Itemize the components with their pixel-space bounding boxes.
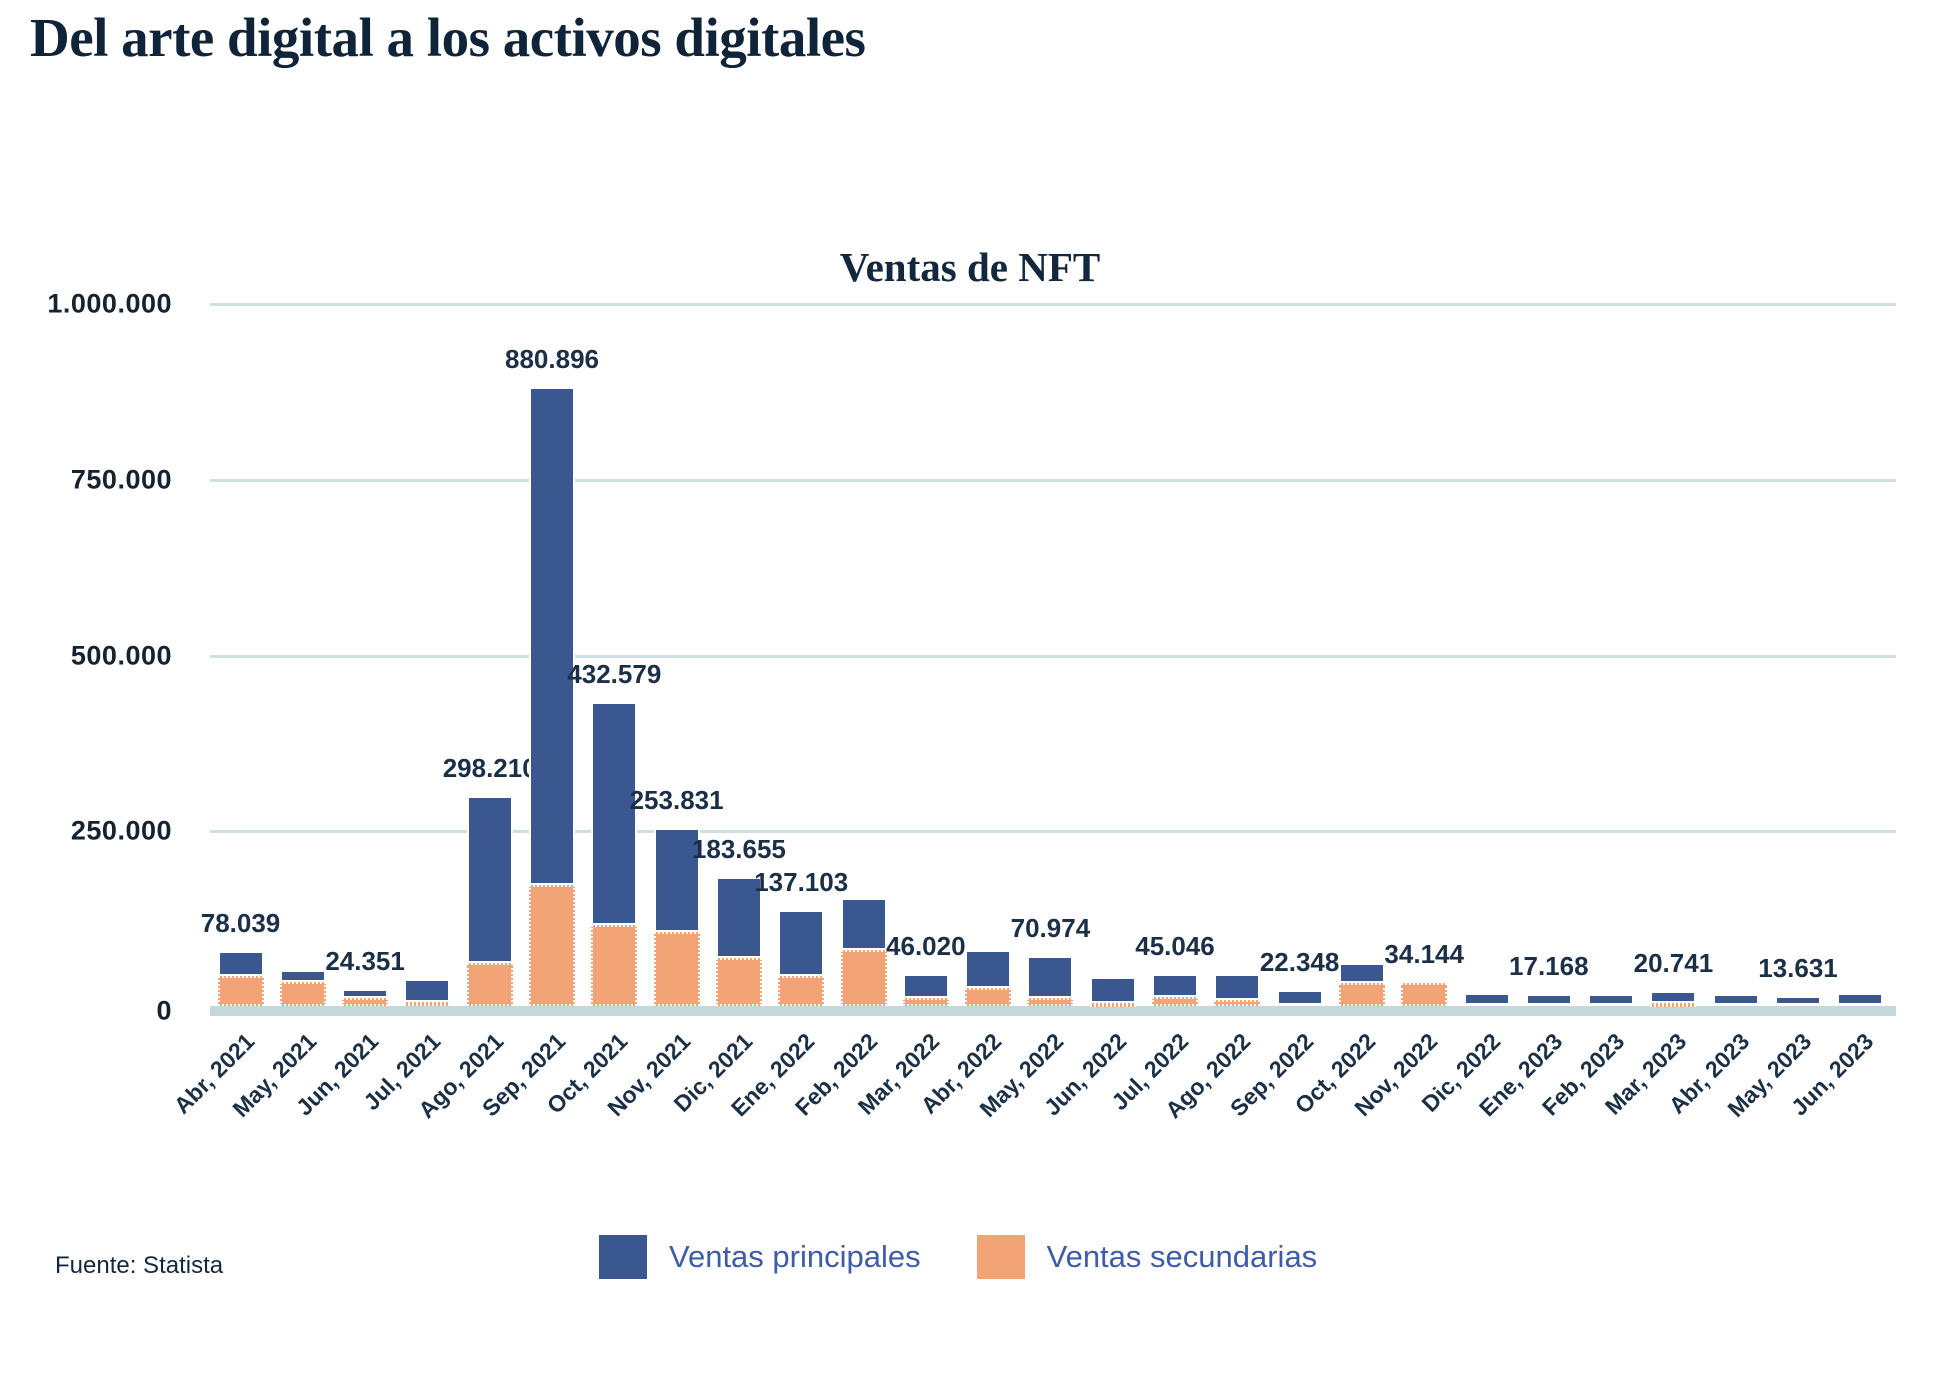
- bar-segment-ventas-secundarias: [342, 997, 389, 1006]
- bar-value-label: 17.168: [1509, 950, 1589, 981]
- bar-value-label: 22.348: [1259, 947, 1340, 978]
- gridline: [210, 830, 1896, 833]
- bar-segment-ventas-principales: [840, 898, 887, 950]
- bar-segment-ventas-secundarias: [1650, 1003, 1697, 1008]
- bar-segment-ventas-principales: [1712, 994, 1759, 1006]
- bar-value-label: 34.144: [1384, 938, 1464, 969]
- legend-item-ventas-secundarias: Ventas secundarias: [976, 1235, 1318, 1279]
- y-axis-tick-label: 0: [156, 995, 172, 1026]
- legend-label-principales: Ventas principales: [669, 1239, 921, 1274]
- y-axis-tick-label: 250.000: [70, 815, 172, 846]
- chart-title: Ventas de NFT: [839, 244, 1101, 290]
- legend-item-ventas-principales: Ventas principales: [599, 1235, 921, 1279]
- bar-segment-ventas-secundarias: [965, 987, 1012, 1006]
- y-axis-tick-label: 1.000.000: [47, 288, 172, 319]
- bar-value-label: 24.351: [325, 945, 405, 976]
- legend: Ventas principales Ventas secundarias: [599, 1235, 1317, 1279]
- bar-value-label: 880.896: [505, 343, 599, 374]
- gridline: [210, 303, 1896, 306]
- bar-segment-ventas-secundarias: [279, 982, 326, 1006]
- bar-segment-ventas-principales: [1214, 973, 1261, 1000]
- bar-segment-ventas-secundarias: [591, 925, 638, 1006]
- bar-value-label: 46.020: [886, 930, 966, 961]
- bar-segment-ventas-secundarias: [840, 949, 887, 1006]
- bar-segment-ventas-principales: [653, 827, 700, 933]
- bar-segment-ventas-principales: [1089, 977, 1136, 1004]
- bar-value-label: 20.741: [1633, 948, 1714, 979]
- source-credit: Fuente: Statista: [55, 1252, 224, 1279]
- bar-segment-ventas-secundarias: [778, 976, 825, 1006]
- gridline: [210, 655, 1896, 658]
- bar-value-label: 70.974: [1010, 913, 1091, 944]
- bar-segment-ventas-principales: [1588, 994, 1635, 1006]
- bar-value-label: 183.655: [691, 833, 786, 864]
- bar-segment-ventas-secundarias: [404, 1001, 451, 1006]
- bar-segment-ventas-secundarias: [902, 998, 949, 1006]
- bar-segment-ventas-principales: [466, 796, 513, 964]
- bar-segment-ventas-principales: [1276, 990, 1323, 1006]
- bar-segment-ventas-principales: [529, 386, 575, 886]
- page-title: Del arte digital a los activos digitales: [30, 7, 866, 68]
- y-axis-tick-label: 750.000: [70, 464, 172, 495]
- bar-segment-ventas-principales: [1152, 974, 1198, 997]
- y-axis-tick-label: 500.000: [70, 640, 172, 670]
- bar-segment-ventas-principales: [404, 979, 451, 1002]
- bar-value-label: 13.631: [1758, 953, 1838, 984]
- bar-segment-ventas-principales: [778, 909, 825, 977]
- bar-segment-ventas-principales: [965, 949, 1012, 988]
- bar-segment-ventas-secundarias: [1214, 999, 1261, 1006]
- bar-segment-ventas-secundarias: [653, 932, 700, 1006]
- bar-value-label: 45.046: [1135, 931, 1215, 962]
- bar-segment-ventas-principales: [279, 970, 326, 983]
- bar-segment-ventas-principales: [591, 701, 638, 926]
- bar-value-label: 298.210: [442, 753, 537, 784]
- bar-segment-ventas-principales: [1027, 956, 1074, 999]
- bar-segment-ventas-principales: [342, 988, 389, 998]
- bar-segment-ventas-principales: [1837, 993, 1884, 1006]
- bar-value-label: 253.831: [629, 784, 724, 815]
- bar-segment-ventas-principales: [715, 876, 762, 959]
- bar-segment-ventas-principales: [1525, 993, 1572, 1006]
- bar-segment-ventas-secundarias: [1152, 996, 1198, 1006]
- bar-value-label: 78.039: [200, 908, 281, 939]
- bar-segment-ventas-principales: [217, 951, 264, 976]
- bar-segment-ventas-secundarias: [1089, 1003, 1136, 1008]
- gridline: [210, 479, 1896, 482]
- legend-swatch-principales-icon: [599, 1235, 647, 1279]
- bar-segment-ventas-principales: [1463, 992, 1510, 1006]
- bar-segment-ventas-secundarias: [217, 975, 264, 1006]
- bar-segment-ventas-principales: [902, 973, 949, 999]
- bar-segment-ventas-secundarias: [1338, 982, 1385, 1006]
- bar-segment-ventas-secundarias: [1401, 982, 1448, 1006]
- bar-segment-ventas-secundarias: [715, 958, 762, 1006]
- bar-segment-ventas-secundarias: [466, 963, 513, 1006]
- bar-value-label: 137.103: [754, 866, 849, 897]
- bar-segment-ventas-secundarias: [529, 885, 575, 1006]
- legend-swatch-secundarias-icon: [976, 1235, 1025, 1279]
- legend-label-secundarias: Ventas secundarias: [1046, 1239, 1318, 1274]
- bar-value-label: 432.579: [567, 658, 662, 689]
- x-axis-line: [210, 1006, 1896, 1016]
- bar-segment-ventas-principales: [1338, 963, 1385, 983]
- bar-segment-ventas-secundarias: [1027, 998, 1074, 1006]
- bar-segment-ventas-principales: [1775, 996, 1821, 1006]
- bar-segment-ventas-principales: [1650, 991, 1697, 1004]
